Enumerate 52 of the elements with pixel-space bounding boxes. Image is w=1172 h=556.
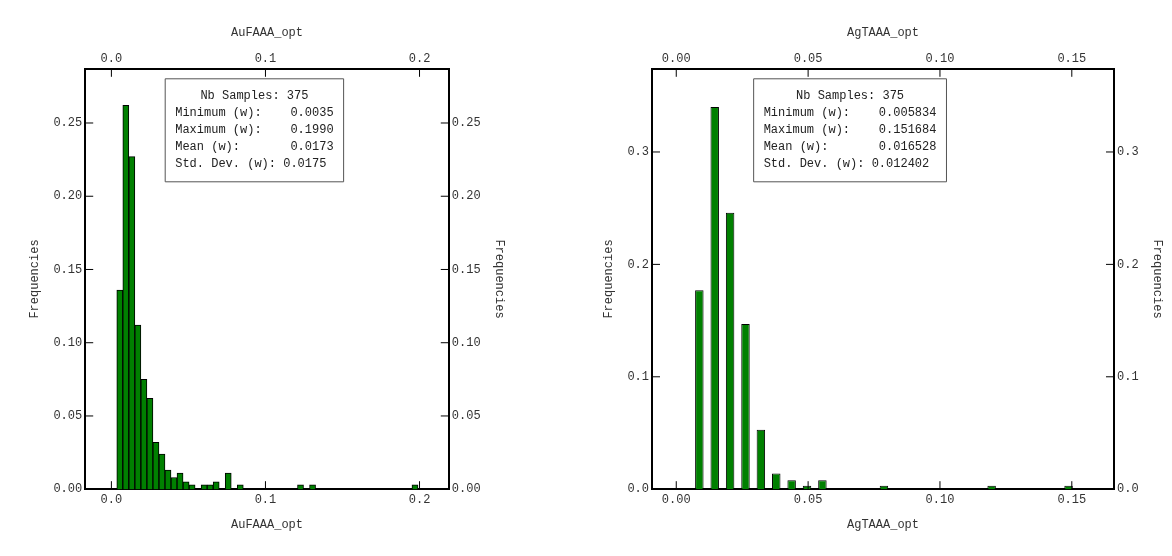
annotation: Mean (w): 0.016528 (763, 140, 937, 155)
y2-tick-label: 0.2 (1117, 257, 1139, 272)
annotation: Minimum (w): 0.0035 (175, 106, 334, 121)
x2-tick-label: 0.1 (254, 492, 277, 507)
x2-tick-label: 0.0 (100, 492, 123, 507)
annotation: Std. Dev. (w): 0.012402 (763, 157, 930, 172)
y-tick-label: 0.20 (53, 189, 83, 204)
annotation: Std. Dev. (w): 0.0175 (175, 157, 327, 172)
y2-tick-label: 0.00 (451, 482, 481, 497)
y-tick-label: 0.15 (53, 262, 83, 277)
x-tick-label: 0.15 (1057, 51, 1087, 66)
annotation: Mean (w): 0.0173 (175, 140, 334, 155)
x-tick-label: 0.1 (254, 51, 277, 66)
x-tick-label: 0.10 (925, 51, 955, 66)
y-tick-label: 0.25 (53, 116, 83, 131)
y-tick-label: 0.00 (53, 482, 83, 497)
x2-tick-label: 0.00 (661, 492, 691, 507)
y-tick-label: 0.1 (627, 369, 649, 384)
y-tick-label: 0.0 (627, 482, 649, 497)
y2-axis-title: Frequencies (491, 239, 506, 319)
y-tick-label: 0.05 (53, 409, 83, 424)
y2-tick-label: 0.3 (1117, 145, 1139, 160)
x2-axis-title: AuFAAA_opt (230, 26, 304, 41)
x2-tick-label: 0.05 (793, 492, 823, 507)
annotation: Nb Samples: 375 (796, 89, 905, 104)
y2-tick-label: 0.0 (1117, 482, 1139, 497)
annotation: Maximum (w): 0.1990 (175, 123, 334, 138)
x-tick-label: 0.05 (793, 51, 823, 66)
x-axis-title: AuFAAA_opt (230, 517, 304, 532)
y-tick-label: 0.10 (53, 335, 83, 350)
y2-tick-label: 0.20 (451, 189, 481, 204)
y-axis-title: Frequencies (28, 239, 43, 319)
x-tick-label: 0.0 (100, 51, 123, 66)
y-tick-label: 0.3 (627, 145, 649, 160)
x-axis-title: AgTAAA_opt (846, 517, 920, 532)
x2-axis-title: AgTAAA_opt (846, 26, 920, 41)
x-tick-label: 0.00 (661, 51, 691, 66)
y-tick-label: 0.2 (627, 257, 649, 272)
x2-tick-label: 0.15 (1057, 492, 1087, 507)
x-tick-label: 0.2 (408, 51, 431, 66)
y-axis-title: Frequencies (602, 239, 617, 319)
annotation: Minimum (w): 0.005834 (763, 106, 937, 121)
y2-tick-label: 0.05 (451, 409, 481, 424)
annotation: Maximum (w): 0.151684 (763, 123, 937, 138)
annotation: Nb Samples: 375 (200, 89, 309, 104)
y2-axis-title: Frequencies (1149, 239, 1164, 319)
y2-tick-label: 0.10 (451, 335, 481, 350)
x2-tick-label: 0.10 (925, 492, 955, 507)
y2-tick-label: 0.1 (1117, 369, 1139, 384)
y2-tick-label: 0.25 (451, 116, 481, 131)
x2-tick-label: 0.2 (408, 492, 431, 507)
y2-tick-label: 0.15 (451, 262, 481, 277)
